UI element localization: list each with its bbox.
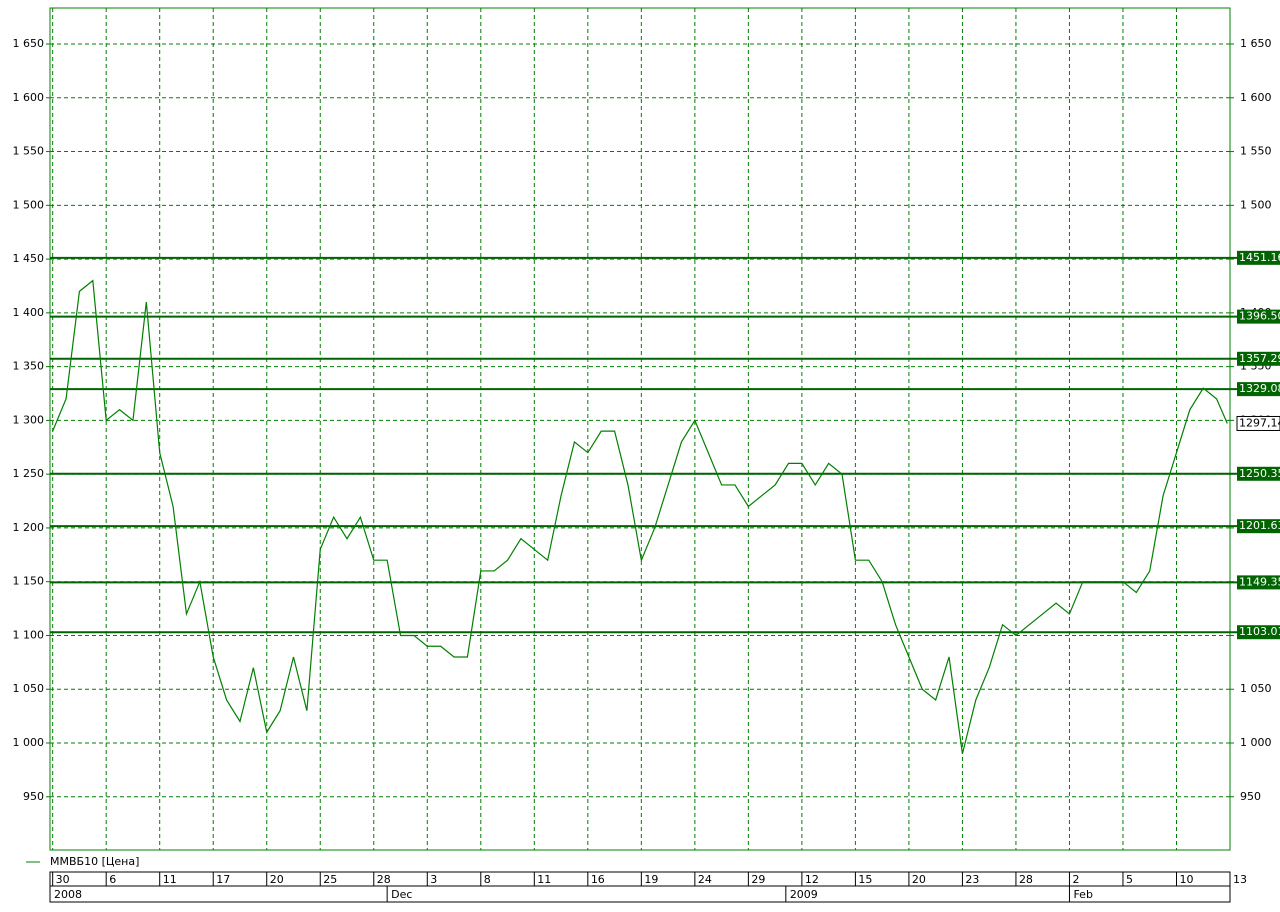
x-tick-label: 19 bbox=[644, 873, 658, 886]
level-tag bbox=[1237, 575, 1280, 590]
x-period-label: 2008 bbox=[54, 888, 82, 901]
legend-label: ММВБ10 [Цена] bbox=[50, 855, 139, 868]
y-tick-label: 1 550 bbox=[13, 145, 45, 158]
x-tick-label: 30 bbox=[56, 873, 70, 886]
x-tick-label: 28 bbox=[1019, 873, 1033, 886]
y-tick-label: 1 600 bbox=[13, 91, 45, 104]
level-tag bbox=[1237, 250, 1280, 265]
y-tick-label: 1 350 bbox=[13, 360, 45, 373]
level-label: 1149.35 bbox=[1239, 575, 1280, 588]
level-tag bbox=[1237, 466, 1280, 481]
x-tick-label: 12 bbox=[805, 873, 819, 886]
y-tick-label: 1 300 bbox=[13, 413, 45, 426]
level-label: 1451.168 bbox=[1239, 251, 1280, 264]
y-tick-label: 950 bbox=[23, 790, 44, 803]
x-tick-label: 5 bbox=[1126, 873, 1133, 886]
x-tick-label: 10 bbox=[1179, 873, 1193, 886]
plot-frame bbox=[49, 7, 1231, 851]
x-period-label: Feb bbox=[1073, 888, 1092, 901]
x-period-label: Dec bbox=[391, 888, 412, 901]
x-tick-label: 11 bbox=[537, 873, 551, 886]
level-tag bbox=[1237, 309, 1280, 324]
level-label: 1250.35 bbox=[1239, 467, 1280, 480]
y2-tick-label: 1 550 bbox=[1240, 145, 1272, 158]
y-tick-label: 1 050 bbox=[13, 682, 45, 695]
x-period-label: 2009 bbox=[790, 888, 818, 901]
x-tick-label: 8 bbox=[484, 873, 491, 886]
x-tick-label: 13 bbox=[1233, 873, 1247, 886]
x-tick-label: 15 bbox=[858, 873, 872, 886]
level-tag bbox=[1237, 625, 1280, 640]
last-price-label: 1297,14 bbox=[1239, 416, 1280, 429]
x-tick-label: 24 bbox=[698, 873, 712, 886]
y2-tick-label: 1 050 bbox=[1240, 682, 1272, 695]
level-label: 1103.01 bbox=[1239, 625, 1280, 638]
y-tick-label: 1 250 bbox=[13, 467, 45, 480]
price-line bbox=[52, 279, 1228, 754]
x-tick-label: 16 bbox=[591, 873, 605, 886]
y-tick-label: 1 150 bbox=[13, 575, 45, 588]
y2-tick-label: 1 000 bbox=[1240, 736, 1272, 749]
x-tick-label: 17 bbox=[216, 873, 230, 886]
x-tick-label: 25 bbox=[323, 873, 337, 886]
last-price-tag bbox=[1236, 415, 1280, 431]
level-label: 1357.29 bbox=[1239, 352, 1280, 365]
y-tick-label: 1 100 bbox=[13, 628, 45, 641]
y2-tick-label: 1 500 bbox=[1240, 198, 1272, 211]
x-tick-label: 6 bbox=[109, 873, 116, 886]
level-tag bbox=[1237, 382, 1280, 397]
y-tick-label: 1 650 bbox=[13, 37, 45, 50]
y-tick-label: 1 450 bbox=[13, 252, 45, 265]
x-tick-label: 2 bbox=[1072, 873, 1079, 886]
level-tag bbox=[1237, 519, 1280, 534]
y-tick-label: 1 000 bbox=[13, 736, 45, 749]
x-tick-label: 20 bbox=[270, 873, 284, 886]
level-label: 1201.63 bbox=[1239, 519, 1280, 532]
y2-tick-label: 1 600 bbox=[1240, 91, 1272, 104]
level-label: 1396.509 bbox=[1239, 310, 1280, 323]
y-tick-label: 1 200 bbox=[13, 521, 45, 534]
y-tick-label: 1 400 bbox=[13, 306, 45, 319]
x-tick-label: 28 bbox=[377, 873, 391, 886]
x-tick-label: 3 bbox=[430, 873, 437, 886]
x-tick-label: 29 bbox=[751, 873, 765, 886]
x-tick-label: 23 bbox=[965, 873, 979, 886]
x-tick-label: 20 bbox=[912, 873, 926, 886]
level-tag bbox=[1237, 351, 1280, 366]
level-label: 1329.08 bbox=[1239, 382, 1280, 395]
y2-tick-label: 950 bbox=[1240, 790, 1261, 803]
y-tick-label: 1 500 bbox=[13, 198, 45, 211]
y2-tick-label: 1 650 bbox=[1240, 37, 1272, 50]
x-tick-label: 11 bbox=[163, 873, 177, 886]
